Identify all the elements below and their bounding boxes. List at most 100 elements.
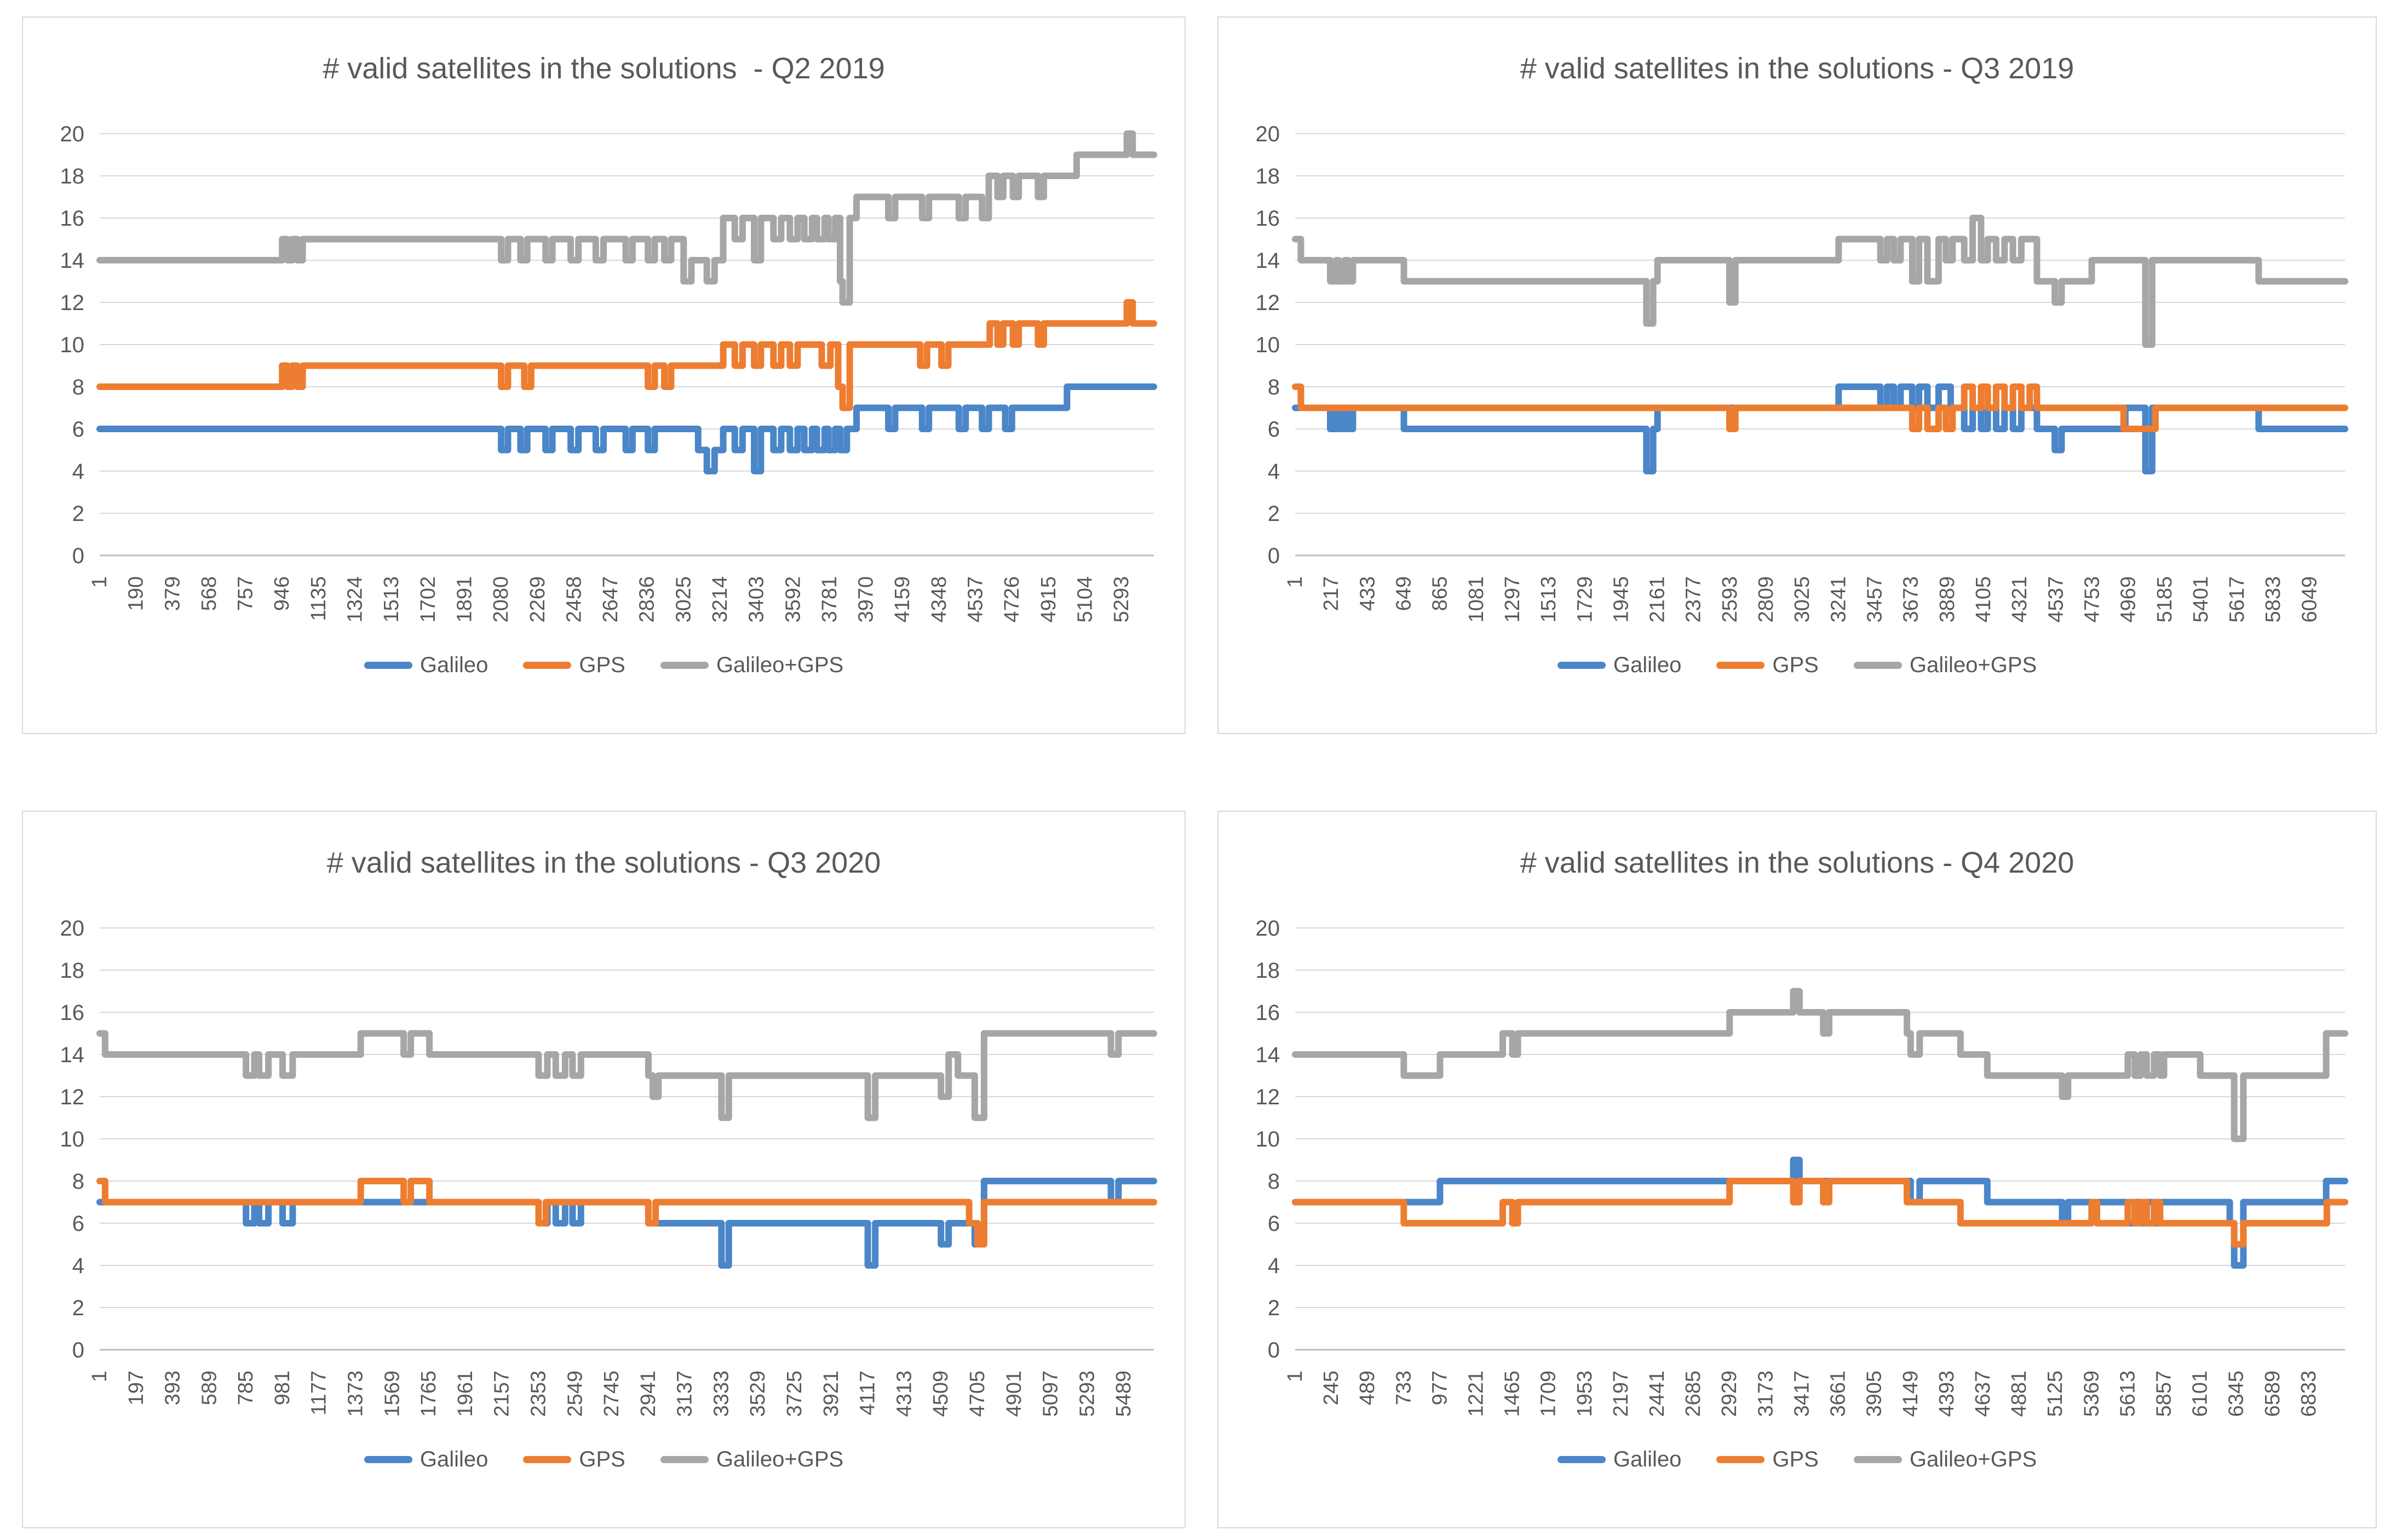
x-tick-label: 2161 <box>1646 576 1669 623</box>
x-tick-label: 2377 <box>1682 576 1705 623</box>
y-tick-label: 10 <box>60 333 85 357</box>
x-tick-label: 3529 <box>746 1371 769 1417</box>
plot-area: 0 2 4 6 8 10 12 14 16 18 20 1 190 379 568 757 946 1135 132… <box>23 18 1185 733</box>
chart-title: # valid satellites in the solutions - Q3… <box>326 846 881 879</box>
x-tick-label: 4753 <box>2081 576 2104 623</box>
legend-label-galileo: Galileo <box>1613 653 1682 677</box>
chart-q3-2020: # valid satellites in the solutions - Q3… <box>22 811 1186 1528</box>
x-tick-label: 3921 <box>820 1371 843 1417</box>
y-tick-label: 0 <box>72 1338 84 1362</box>
series-galileo-gps-line <box>1292 988 2348 1142</box>
x-tick-label: 1 <box>1284 1371 1307 1382</box>
series-galileo-line <box>1292 1156 2348 1269</box>
x-tick-label: 5104 <box>1073 576 1096 623</box>
legend-swatch-galileo <box>1557 662 1606 669</box>
y-tick-label: 16 <box>60 1001 85 1025</box>
legend-swatch-gps <box>523 1456 572 1463</box>
y-tick-label: 10 <box>60 1127 85 1151</box>
y-tick-label: 18 <box>60 959 85 983</box>
legend-label-galileo-gps: Galileo+GPS <box>716 1447 844 1471</box>
series-galileo-line <box>96 383 1157 474</box>
y-tick-label: 20 <box>60 916 85 941</box>
x-tick-label: 785 <box>234 1371 257 1405</box>
x-tick-label: 3889 <box>1936 576 1959 623</box>
legend-label-galileo-gps: Galileo+GPS <box>1909 1447 2037 1471</box>
y-tick-label: 18 <box>1256 959 1280 983</box>
x-tick-label: 4105 <box>1972 576 1995 623</box>
x-tick-label: 3457 <box>1864 576 1887 623</box>
series-galileo-gps-line <box>1292 215 2348 348</box>
x-tick-label: 865 <box>1429 576 1452 611</box>
x-tick-label: 4881 <box>2008 1371 2031 1417</box>
x-tick-label: 379 <box>161 576 184 611</box>
y-tick-label: 14 <box>60 249 85 273</box>
legend: Galileo GPS Galileo+GPS <box>1219 1447 2376 1472</box>
x-tick-label: 4637 <box>1972 1371 1995 1417</box>
x-tick-label: 245 <box>1320 1371 1343 1405</box>
y-tick-label: 12 <box>60 291 85 315</box>
x-tick-label: 433 <box>1356 576 1379 611</box>
legend-item-gps: GPS <box>523 653 625 678</box>
plot-area: 0 2 4 6 8 10 12 14 16 18 20 1 197 393 589 785 981 1177 137… <box>23 812 1185 1527</box>
legend-item-gps: GPS <box>1716 1447 1819 1472</box>
y-tick-label: 12 <box>60 1085 85 1109</box>
y-tick-label: 16 <box>1256 207 1280 231</box>
x-tick-label: 2157 <box>491 1371 514 1417</box>
x-tick-label: 5293 <box>1076 1371 1099 1417</box>
x-tick-label: 2929 <box>1718 1371 1741 1417</box>
legend-item-galileo: Galileo <box>1557 653 1682 678</box>
legend-swatch-galileo-gps <box>660 1456 709 1463</box>
legend-label-gps: GPS <box>1772 653 1819 677</box>
x-tick-label: 2941 <box>637 1371 660 1417</box>
x-tick-label: 2549 <box>564 1371 587 1417</box>
series-gps-line <box>1292 1178 2348 1248</box>
x-tick-label: 4313 <box>893 1371 916 1417</box>
plot-svg: 0 2 4 6 8 10 12 14 16 18 20 1 197 393 589 785 981 1177 137… <box>60 916 1157 1417</box>
legend-item-galileo-gps: Galileo+GPS <box>1853 653 2037 678</box>
series-gps-line <box>1292 383 2348 432</box>
x-tick-label: 1297 <box>1501 576 1524 623</box>
y-tick-label: 14 <box>1256 249 1280 273</box>
x-tick-label: 2836 <box>636 576 659 623</box>
x-tick-label: 4915 <box>1037 576 1060 623</box>
series-gps-line <box>96 1178 1157 1248</box>
x-tick-label: 1709 <box>1537 1371 1560 1417</box>
x-tick-label: 1513 <box>380 576 403 623</box>
x-tick-label: 1324 <box>344 576 367 623</box>
x-tick-label: 5489 <box>1112 1371 1135 1417</box>
x-tick-label: 3137 <box>674 1371 697 1417</box>
x-tick-label: 1177 <box>308 1371 331 1415</box>
y-tick-label: 14 <box>60 1043 85 1067</box>
legend-swatch-galileo <box>1557 1456 1606 1463</box>
y-tick-label: 14 <box>1256 1043 1280 1067</box>
x-tick-label: 2197 <box>1610 1371 1633 1417</box>
legend: Galileo GPS Galileo+GPS <box>23 1447 1185 1472</box>
x-tick-label: 1081 <box>1465 576 1488 623</box>
series-galileo-gps-line <box>96 1030 1157 1121</box>
legend-swatch-gps <box>523 662 572 669</box>
y-tick-label: 4 <box>1268 1254 1280 1278</box>
y-tick-label: 2 <box>1268 1296 1280 1320</box>
x-tick-label: 568 <box>198 576 221 611</box>
x-tick-label: 5401 <box>2189 576 2212 623</box>
x-tick-label: 5617 <box>2226 576 2249 623</box>
x-tick-label: 2353 <box>527 1371 550 1417</box>
x-tick-label: 4159 <box>891 576 914 623</box>
y-tick-label: 20 <box>1256 122 1280 146</box>
x-tick-label: 1373 <box>344 1371 367 1417</box>
x-tick-label: 5369 <box>2080 1371 2103 1417</box>
x-tick-label: 6833 <box>2297 1371 2320 1417</box>
x-tick-label: 1961 <box>454 1371 477 1417</box>
x-tick-label: 5293 <box>1110 576 1133 623</box>
x-tick-label: 4509 <box>929 1371 952 1417</box>
x-tick-label: 1945 <box>1610 576 1633 623</box>
x-tick-label: 757 <box>234 576 257 611</box>
y-tick-label: 2 <box>1268 502 1280 526</box>
y-tick-label: 18 <box>1256 164 1280 188</box>
x-tick-label: 2647 <box>599 576 622 623</box>
legend-item-galileo: Galileo <box>1557 1447 1681 1472</box>
chart-title: # valid satellites in the solutions - Q2… <box>323 52 885 85</box>
x-tick-label: 733 <box>1392 1371 1415 1405</box>
y-tick-label: 4 <box>1268 460 1280 484</box>
y-tick-label: 10 <box>1256 1127 1280 1151</box>
